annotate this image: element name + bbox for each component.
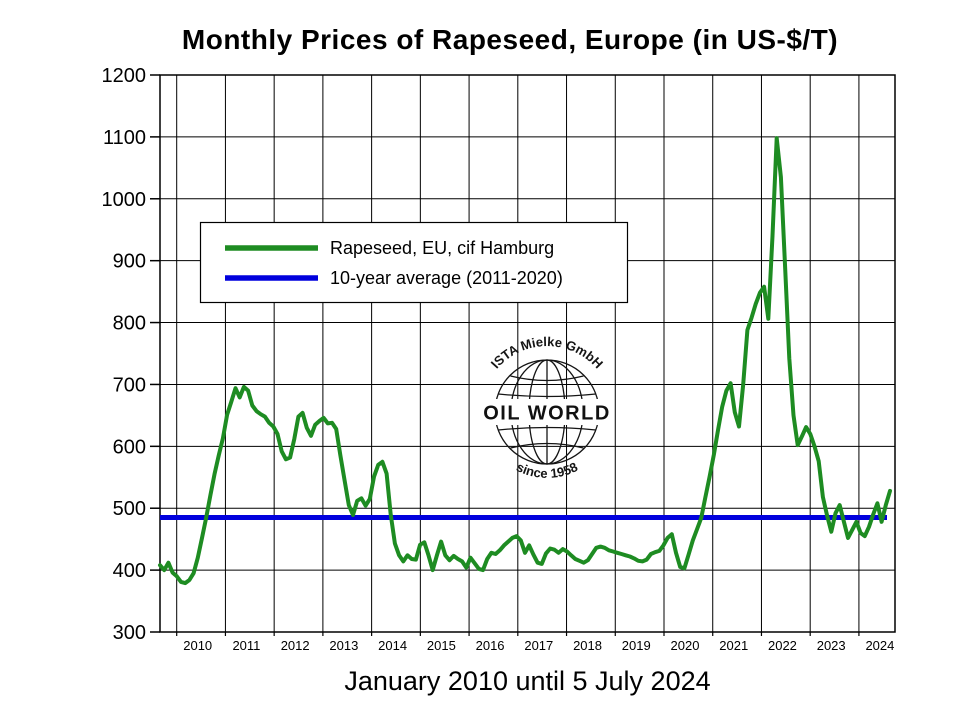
y-tick-label: 300 <box>113 622 146 644</box>
oilworld-logo: OIL WORLD ISTA Mielke GmbH since 1958 <box>483 334 611 481</box>
y-tick-label: 500 <box>113 498 146 520</box>
x-tick-label: 2013 <box>329 638 358 653</box>
x-tick-label: 2010 <box>183 638 212 653</box>
x-tick-label: 2017 <box>524 638 553 653</box>
legend-label-average: 10-year average (2011-2020) <box>330 268 563 288</box>
x-tick-label: 2018 <box>573 638 602 653</box>
logo-name-band <box>487 399 607 425</box>
legend: Rapeseed, EU, cif Hamburg 10-year averag… <box>199 221 629 304</box>
x-tick-label: 2016 <box>476 638 505 653</box>
logo-bottom-arc-text: since 1958 <box>514 459 580 481</box>
x-tick-label: 2012 <box>281 638 310 653</box>
y-tick-label: 900 <box>113 251 146 273</box>
plot-border <box>159 74 896 633</box>
x-tick-label: 2022 <box>768 638 797 653</box>
chart-title: Monthly Prices of Rapeseed, Europe (in U… <box>181 24 839 55</box>
y-tick-label: 600 <box>113 436 146 458</box>
x-tick-label: 2023 <box>817 638 846 653</box>
x-tick-label: 2015 <box>427 638 456 653</box>
y-tick-label: 1200 <box>102 65 147 87</box>
y-tick-label: 1000 <box>102 189 147 211</box>
x-tick-label: 2014 <box>378 638 407 653</box>
chart-caption: January 2010 until 5 July 2024 <box>344 666 711 696</box>
x-tick-label: 2020 <box>671 638 700 653</box>
y-tick-label: 700 <box>113 374 146 396</box>
legend-box <box>199 221 629 304</box>
y-tick-label: 800 <box>113 313 146 335</box>
x-tick-label: 2021 <box>719 638 748 653</box>
y-tick-label: 1100 <box>103 127 146 149</box>
rapeseed-line <box>158 136 892 586</box>
x-tick-label: 2011 <box>232 638 260 653</box>
x-tick-label: 2024 <box>865 638 894 653</box>
axis-labels: 300 400 500 600 700 800 900 1000 1100 1200 2010 201… <box>102 65 895 653</box>
series-lines <box>158 136 892 586</box>
x-tick-label: 2019 <box>622 638 651 653</box>
legend-label-rapeseed: Rapeseed, EU, cif Hamburg <box>330 238 554 258</box>
y-tick-label: 400 <box>113 560 146 582</box>
logo-name: OIL WORLD <box>483 403 611 425</box>
